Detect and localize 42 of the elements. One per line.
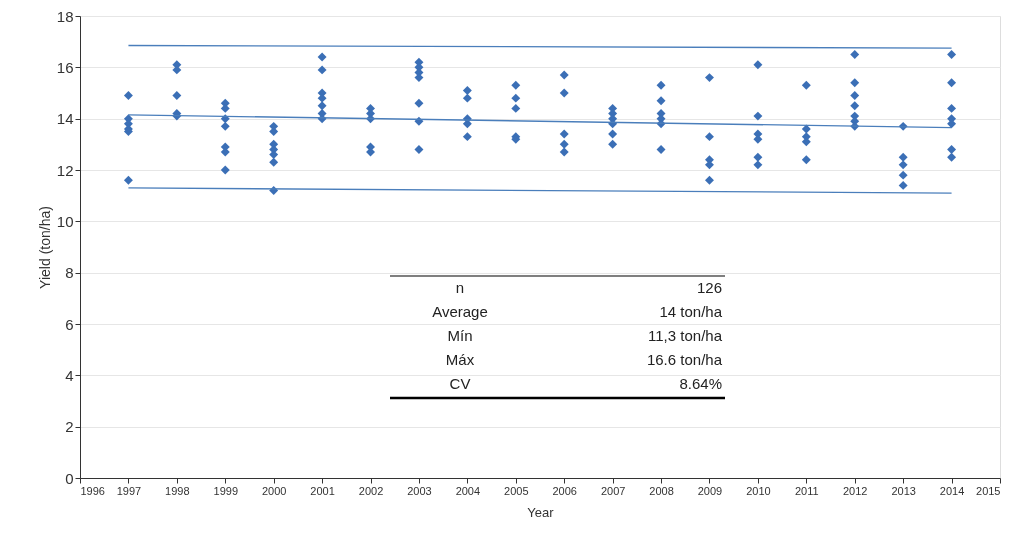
x-tick-label: 1998 <box>165 484 190 497</box>
x-tick-label: 2010 <box>746 484 771 497</box>
y-tick-label: 16 <box>56 58 74 76</box>
y-tick-label: 12 <box>56 161 74 179</box>
annotation: Mín <box>447 327 473 344</box>
annotation: 16.6 ton/ha <box>646 351 723 368</box>
y-axis-title: Yield (ton/ha) <box>36 206 53 289</box>
annotation: 126 <box>696 279 722 296</box>
x-tick-label: 2002 <box>358 484 384 497</box>
annotation: 11,3 ton/ha <box>648 327 723 344</box>
x-axis-title: Year <box>527 504 555 520</box>
x-tick-label: 2013 <box>891 484 916 497</box>
annotation: 14 ton/ha <box>659 303 723 320</box>
annotation: 8.64% <box>679 375 722 392</box>
annotation: Average <box>432 303 488 320</box>
x-tick-label: 1999 <box>213 484 239 497</box>
y-tick-label: 0 <box>65 469 74 487</box>
x-tick-label: 2001 <box>310 484 335 497</box>
x-tick-label: 1997 <box>116 484 142 497</box>
x-tick-label: 1996 <box>80 484 105 497</box>
annotation: CV <box>449 375 471 392</box>
y-tick-label: 10 <box>56 212 74 230</box>
x-tick-label: 2006 <box>552 484 577 497</box>
y-tick-label: 2 <box>65 418 74 436</box>
x-tick-label: 2008 <box>649 484 674 497</box>
y-tick-label: 6 <box>65 315 74 333</box>
x-tick-label: 2007 <box>600 484 626 497</box>
x-tick-label: 2004 <box>455 484 481 497</box>
x-tick-label: 2000 <box>261 484 287 497</box>
y-tick-label: 4 <box>65 366 74 384</box>
annotation: Máx <box>445 351 475 368</box>
x-tick-label: 2005 <box>504 484 529 497</box>
annotation: n <box>455 279 465 296</box>
x-tick-label: 2003 <box>407 484 432 497</box>
x-tick-label: 2015 <box>976 484 1001 497</box>
x-tick-label: 2014 <box>939 484 965 497</box>
x-tick-label: 2011 <box>794 484 819 497</box>
y-tick-label: 18 <box>56 7 74 25</box>
x-tick-label: 2009 <box>697 484 723 497</box>
y-tick-label: 8 <box>65 264 74 282</box>
y-tick-label: 14 <box>56 110 74 128</box>
x-tick-label: 2012 <box>842 484 868 497</box>
